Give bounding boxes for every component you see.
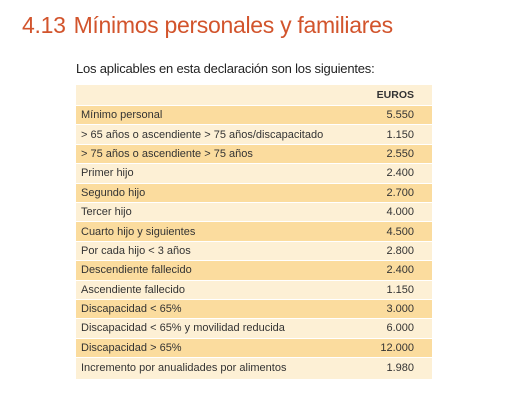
table-header-row: EUROS (76, 85, 432, 106)
table-row: Descendiente fallecido 2.400 (76, 260, 432, 281)
row-concept: Tercer hijo (76, 201, 371, 222)
table-header-spacer (76, 85, 371, 106)
row-amount: 5.550 (371, 104, 432, 125)
row-amount: 4.500 (371, 221, 432, 242)
row-concept: Cuarto hijo y siguientes (76, 221, 371, 242)
row-amount: 12.000 (371, 337, 432, 358)
row-concept: Incremento por anualidades por alimentos (76, 357, 371, 377)
table-row: Segundo hijo 2.700 (76, 182, 432, 203)
row-amount: 2.400 (371, 260, 432, 281)
table-row: Discapacidad < 65% y movilidad reducida 6… (76, 318, 432, 339)
row-concept: Segundo hijo (76, 182, 371, 203)
table-row: Discapacidad > 65% 12.000 (76, 337, 432, 358)
intro-text: Los aplicables en esta declaración son l… (76, 61, 375, 76)
table-row: Ascendiente fallecido 1.150 (76, 279, 432, 300)
row-concept: Discapacidad < 65% y movilidad reducida (76, 318, 371, 339)
row-amount: 1.150 (371, 279, 432, 300)
table-row: Primer hijo 2.400 (76, 163, 432, 184)
row-amount: 1.150 (371, 124, 432, 145)
table-row: Discapacidad < 65% 3.000 (76, 298, 432, 319)
row-concept: Discapacidad > 65% (76, 337, 371, 358)
table-row: Tercer hijo 4.000 (76, 201, 432, 222)
section-title: 4.13 Mínimos personales y familiares (22, 12, 393, 39)
table-row: Incremento por anualidades por alimentos… (76, 357, 432, 377)
minimums-table: EUROS Mínimo personal 5.550 > 65 años o as… (76, 85, 432, 377)
minimums-table-container: EUROS Mínimo personal 5.550 > 65 años o as… (76, 85, 432, 379)
row-amount: 4.000 (371, 201, 432, 222)
row-amount: 2.800 (371, 240, 432, 261)
row-amount: 6.000 (371, 318, 432, 339)
row-amount: 2.700 (371, 182, 432, 203)
row-amount: 3.000 (371, 298, 432, 319)
row-amount: 2.550 (371, 143, 432, 164)
section-number: 4.13 (22, 12, 66, 38)
table-row: Cuarto hijo y siguientes 4.500 (76, 221, 432, 242)
row-concept: Descendiente fallecido (76, 260, 371, 281)
table-body: Mínimo personal 5.550 > 65 años o ascendie… (76, 104, 432, 377)
row-concept: Mínimo personal (76, 104, 371, 125)
row-concept: Por cada hijo < 3 años (76, 240, 371, 261)
row-concept: Discapacidad < 65% (76, 298, 371, 319)
row-concept: > 75 años o ascendiente > 75 años (76, 143, 371, 164)
row-concept: > 65 años o ascendiente > 75 años/discap… (76, 124, 371, 145)
row-amount: 1.980 (371, 357, 432, 377)
section-title-text: Mínimos personales y familiares (73, 12, 394, 38)
table-row: Mínimo personal 5.550 (76, 104, 432, 125)
table-row: > 65 años o ascendiente > 75 años/discap… (76, 124, 432, 145)
row-concept: Primer hijo (76, 163, 371, 184)
row-amount: 2.400 (371, 163, 432, 184)
euros-column-header: EUROS (376, 89, 414, 101)
table-row: > 75 años o ascendiente > 75 años 2.550 (76, 143, 432, 164)
table-row: Por cada hijo < 3 años 2.800 (76, 240, 432, 261)
row-concept: Ascendiente fallecido (76, 279, 371, 300)
